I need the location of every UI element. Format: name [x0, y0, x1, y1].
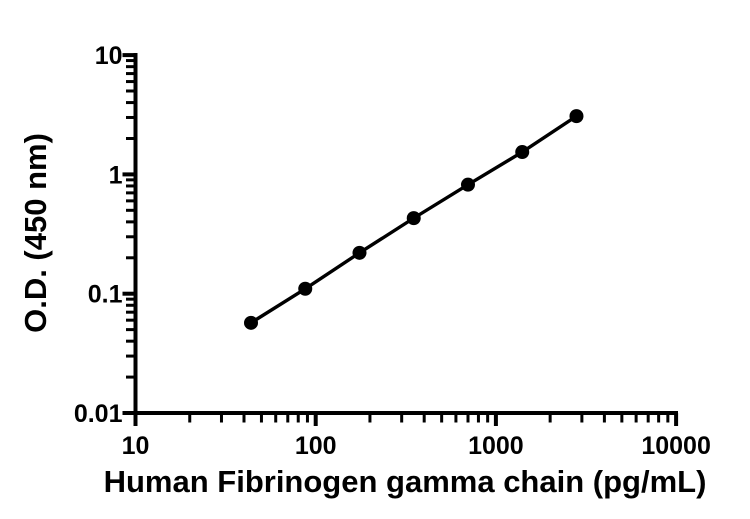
x-tick-label: 10000 — [641, 432, 711, 460]
x-tick-label: 10 — [122, 432, 150, 460]
y-tick-label: 1 — [109, 161, 123, 189]
data-point — [298, 281, 313, 296]
x-axis-title: Human Fibrinogen gamma chain (pg/mL) — [104, 464, 707, 499]
data-point — [515, 145, 530, 160]
y-tick-label: 0.1 — [88, 281, 123, 309]
chart-layer: 10 100 1000 10000 10 1 0.1 0.01 — [74, 42, 711, 460]
data-point — [244, 315, 259, 330]
y-tick-label: 10 — [95, 42, 123, 70]
data-point — [569, 109, 584, 124]
data-point — [460, 177, 475, 192]
x-tick-label: 1000 — [468, 432, 524, 460]
x-tick-label: 100 — [295, 432, 337, 460]
y-tick-label: 0.01 — [74, 400, 123, 428]
data-point — [352, 245, 367, 260]
y-axis-title: O.D. (450 nm) — [18, 133, 53, 333]
data-point — [406, 211, 421, 226]
